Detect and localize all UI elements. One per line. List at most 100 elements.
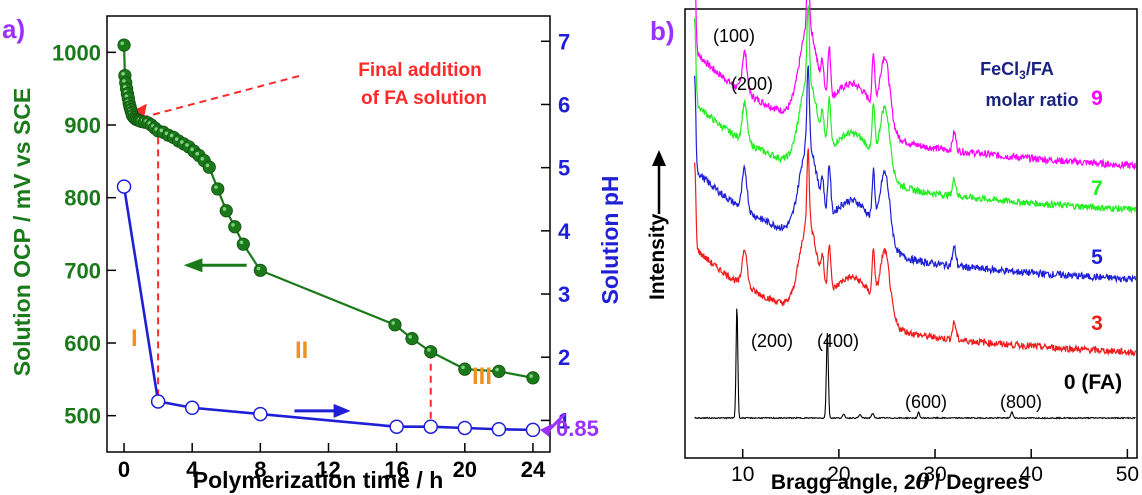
- ocp-point: [219, 204, 233, 218]
- panel-b-plot-frame: [684, 8, 1138, 459]
- ocp-point: [492, 364, 506, 378]
- trace-3: [694, 148, 1137, 357]
- ocp-point-highlight: [195, 151, 200, 156]
- trace-7: [694, 5, 1137, 215]
- ocp-point: [253, 263, 267, 277]
- ph-point: [184, 400, 200, 416]
- trace-5: [694, 65, 1137, 284]
- ocp-point-highlight: [222, 207, 227, 211]
- ocp-point-highlight: [121, 71, 125, 76]
- right-axis-ticks: 1 2 3 4 5 6 7: [541, 29, 571, 433]
- ocp-point: [388, 318, 402, 332]
- right-tick-label: 4: [558, 219, 571, 244]
- final-addition-arrow-head: [130, 103, 147, 119]
- ph-point: [491, 422, 507, 437]
- ph-point: [525, 422, 541, 438]
- x-tick-label: 20: [453, 457, 477, 482]
- series-label: 9: [1091, 87, 1103, 110]
- panel-b: b) 10 20 30 40 50 Bragg angle, 2θ / Degrees I…: [646, 0, 1139, 494]
- ocp-point: [211, 182, 225, 196]
- intensity-arrow-head: [652, 150, 666, 166]
- ocp-point-highlight: [205, 163, 210, 168]
- region-3-label: III: [472, 363, 492, 390]
- ocp-point-highlight: [214, 185, 218, 189]
- x-tick-label: 0: [118, 457, 130, 482]
- ocp-point-highlight: [200, 157, 205, 161]
- final-addition-arrow-line: [142, 75, 300, 119]
- x-tick-label: 4: [186, 457, 199, 482]
- ocp-point-highlight: [256, 266, 261, 271]
- ocp-point: [405, 332, 419, 346]
- ocp-point-highlight: [231, 223, 235, 227]
- trace-9: [695, 0, 1137, 171]
- x-axis-label: Polymerization time / h: [193, 467, 444, 493]
- peak-label: (800): [1000, 392, 1042, 412]
- ocp-point-highlight: [159, 128, 164, 133]
- panel-a-label: a): [2, 14, 25, 44]
- x-axis-ticks: 0 4 8 12 16 20 24: [118, 443, 546, 482]
- ph-axis-arrow-head: [333, 403, 351, 418]
- ph-line: [122, 186, 533, 432]
- left-tick-label: 800: [64, 186, 101, 211]
- final-addition-label-line2: of FA solution: [361, 88, 487, 109]
- peak-label: (200): [751, 331, 793, 351]
- right-tick-label: 6: [558, 92, 570, 117]
- ocp-point-highlight: [180, 140, 184, 144]
- region-2-label: II: [295, 337, 308, 364]
- x-tick-label: 12: [316, 457, 340, 482]
- b-x-axis-label: Bragg angle, 2θ / Degrees: [771, 469, 1029, 494]
- b-x-tick-label: 30: [923, 463, 946, 486]
- b-x-tick-label: 50: [1116, 463, 1139, 486]
- series-label: 0 (FA): [1064, 371, 1122, 394]
- series-label: 3: [1091, 312, 1103, 335]
- ocp-axis-arrow-head: [183, 258, 203, 273]
- b-y-axis-label: Intensity: [646, 213, 669, 300]
- ph-point: [423, 419, 438, 434]
- left-axis-ticks: 500 600 700 800 900 1000: [52, 40, 116, 429]
- b-x-tick-label: 40: [1020, 463, 1043, 486]
- b-x-tick-label: 10: [731, 463, 754, 486]
- region-1-label: I: [131, 325, 138, 352]
- ph-point: [389, 419, 404, 434]
- right-tick-label: 5: [558, 156, 570, 181]
- right-tick-label: 1: [558, 408, 570, 433]
- ocp-point-highlight: [529, 374, 533, 378]
- ocp-point: [202, 160, 216, 174]
- b-x-tick-label: 20: [827, 463, 850, 486]
- x-tick-label: 16: [384, 457, 408, 482]
- right-y-axis-label: Solution pH: [597, 175, 623, 304]
- series-label: 7: [1091, 177, 1103, 200]
- ocp-point: [458, 362, 472, 376]
- ocp-point-highlight: [120, 41, 125, 46]
- left-tick-label: 600: [64, 331, 101, 356]
- peak-label: (600): [905, 392, 947, 412]
- ph-point: [116, 179, 132, 194]
- left-tick-label: 500: [64, 404, 101, 429]
- ph-end-value-label: 0.85: [556, 416, 599, 441]
- ocp-point-highlight: [122, 79, 126, 83]
- ocp-point-highlight: [427, 348, 431, 352]
- legend-title-line1: FeCl3/FA: [980, 59, 1054, 82]
- right-tick-label: 3: [558, 282, 570, 307]
- ocp-series: [117, 38, 540, 385]
- xrd-traces: [694, 0, 1137, 420]
- ocp-point-highlight: [185, 143, 189, 147]
- ocp-point-highlight: [190, 147, 194, 152]
- peak-label: (200): [731, 74, 773, 94]
- ocp-point-highlight: [391, 321, 395, 325]
- ocp-point-highlight: [495, 367, 499, 372]
- ph-end-arrow-head: [539, 423, 552, 437]
- x-tick-label: 8: [254, 457, 266, 482]
- peak-labels: (100) (200) (200) (400) (600) (800): [713, 26, 1042, 412]
- ph-point: [150, 394, 166, 409]
- ocp-point-highlight: [408, 335, 412, 339]
- ocp-point-highlight: [239, 240, 244, 245]
- ocp-point-highlight: [174, 137, 179, 141]
- ocp-point-highlight: [461, 365, 465, 370]
- left-tick-label: 1000: [52, 40, 101, 65]
- series-label: 5: [1091, 246, 1103, 269]
- trace-fa: [694, 308, 1136, 420]
- ocp-point: [228, 220, 242, 234]
